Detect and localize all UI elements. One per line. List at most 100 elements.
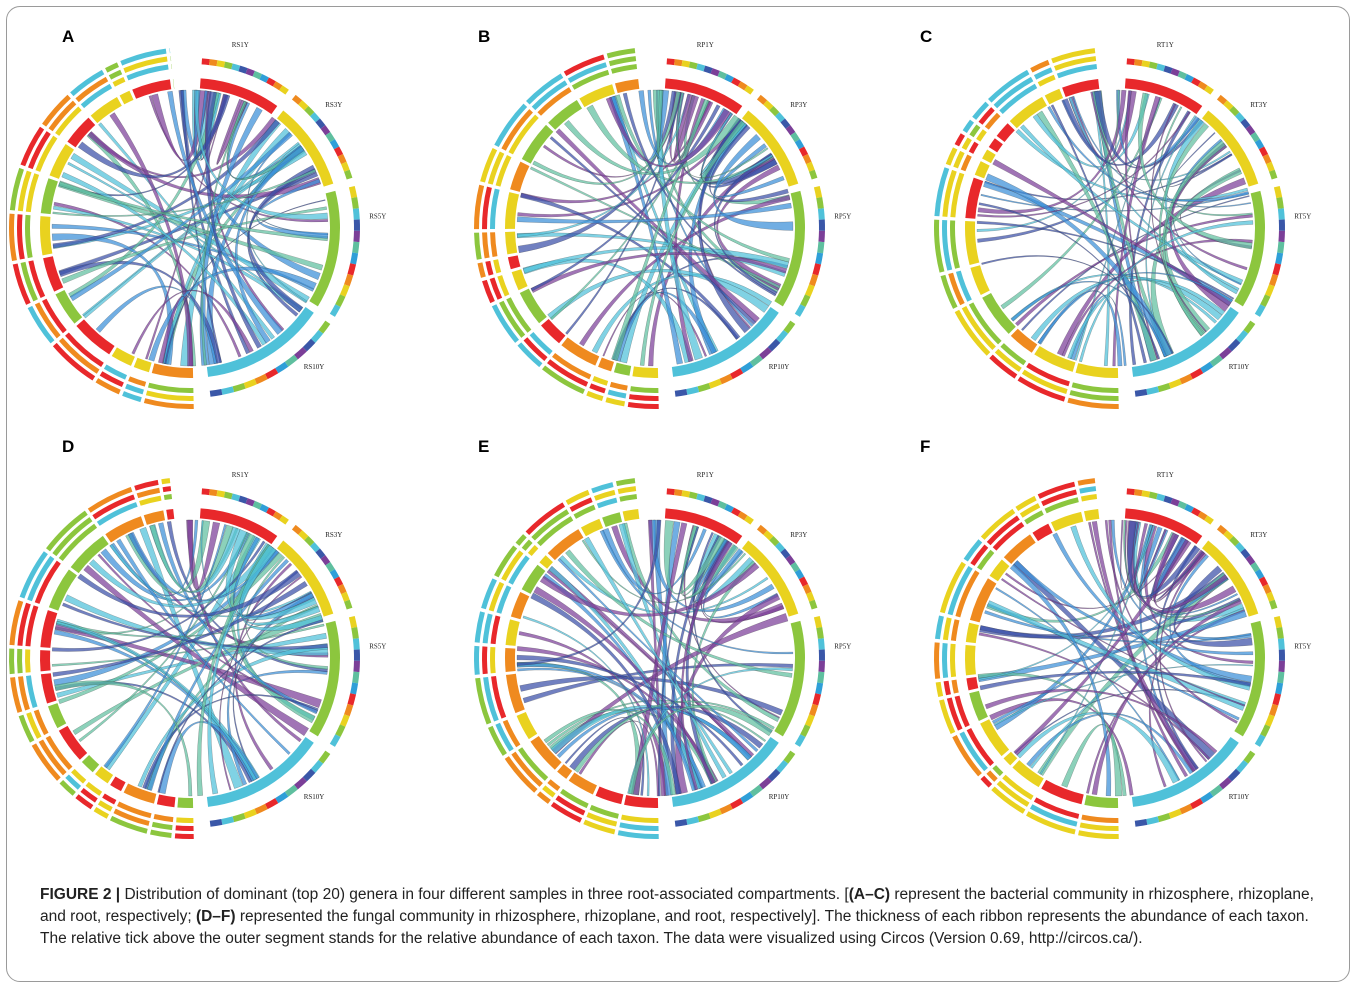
abundance-ring	[942, 643, 948, 678]
sample-label: RT1Y	[1157, 41, 1174, 49]
abundance-ring	[719, 804, 732, 814]
sample-label: RT5Y	[1294, 643, 1311, 651]
abundance-ring	[233, 813, 246, 822]
abundance-ring	[1169, 379, 1182, 389]
abundance-ring	[244, 809, 257, 819]
abundance-ring	[814, 616, 822, 628]
abundance-ring	[1134, 59, 1142, 66]
abundance-ring	[148, 383, 193, 393]
sample-label: RT3Y	[1250, 101, 1267, 109]
abundance-ring	[818, 231, 825, 242]
abundance-ring	[674, 59, 682, 66]
abundance-ring	[340, 284, 350, 297]
abundance-ring	[493, 259, 501, 273]
abundance-ring	[818, 208, 825, 220]
abundance-ring	[592, 376, 608, 386]
abundance-ring	[819, 220, 825, 231]
abundance-ring	[113, 77, 126, 87]
abundance-ring	[202, 488, 210, 495]
abundance-ring	[105, 62, 119, 72]
abundance-ring	[611, 64, 637, 74]
page: ARS1YRS3YRS5YRS10YBRP1YRP3YRP5YRP10YCRT1…	[0, 0, 1358, 990]
abundance-ring	[254, 374, 267, 384]
genus-segment	[969, 691, 988, 721]
abundance-ring	[202, 58, 210, 65]
genus-segment	[144, 510, 165, 524]
abundance-ring	[686, 386, 699, 395]
genus-segment	[50, 144, 74, 179]
abundance-ring	[608, 390, 627, 399]
sample-label: RT10Y	[1229, 363, 1250, 371]
abundance-ring	[254, 804, 267, 814]
abundance-ring	[1275, 253, 1283, 265]
abundance-ring	[589, 383, 605, 393]
abundance-ring	[1146, 816, 1159, 825]
abundance-ring	[490, 647, 496, 673]
abundance-ring	[1079, 486, 1096, 494]
abundance-ring	[1127, 488, 1135, 495]
figure: ARS1YRS3YRS5YRS10YBRP1YRP3YRP5YRP10YCRT1…	[0, 0, 1358, 880]
abundance-ring	[490, 232, 497, 257]
abundance-ring	[1279, 220, 1285, 231]
abundance-ring	[46, 511, 88, 552]
genus-segment	[517, 712, 538, 739]
abundance-ring	[1265, 714, 1275, 727]
abundance-ring	[175, 833, 194, 839]
abundance-ring	[689, 62, 698, 70]
abundance-ring	[217, 490, 226, 497]
circos-plot	[474, 478, 825, 839]
abundance-ring	[175, 825, 193, 831]
abundance-ring	[354, 650, 360, 661]
abundance-ring	[936, 682, 943, 697]
abundance-ring	[154, 814, 174, 822]
abundance-ring	[1158, 383, 1171, 392]
genus-segment	[1034, 346, 1075, 372]
abundance-ring	[817, 672, 824, 684]
sample-segment	[742, 541, 798, 617]
abundance-ring	[354, 220, 360, 231]
abundance-ring	[161, 478, 170, 484]
abundance-ring	[815, 253, 823, 265]
abundance-ring	[1269, 274, 1278, 286]
genus-segment	[539, 555, 553, 568]
abundance-ring	[682, 60, 691, 67]
abundance-ring	[950, 220, 960, 268]
abundance-ring	[616, 478, 635, 486]
abundance-ring	[628, 402, 659, 409]
sample-label: RP3Y	[790, 531, 807, 539]
genus-segment	[632, 366, 658, 378]
abundance-ring	[109, 70, 122, 80]
abundance-ring	[340, 714, 350, 727]
abundance-ring	[25, 215, 33, 258]
abundance-ring	[352, 672, 359, 684]
sample-label: RS3Y	[325, 531, 342, 539]
caption: FIGURE 2 | Distribution of dominant (top…	[40, 884, 1330, 950]
caption-bold: (A–C)	[849, 886, 890, 903]
circos-plot	[934, 478, 1285, 839]
abundance-ring	[353, 231, 360, 242]
abundance-ring	[171, 64, 172, 69]
panel-letter: B	[478, 27, 490, 46]
ribbon	[1051, 105, 1147, 363]
genus-segment	[1011, 329, 1037, 353]
abundance-ring	[474, 233, 482, 260]
abundance-ring	[9, 214, 17, 261]
abundance-ring	[619, 494, 637, 502]
genus-segment	[173, 79, 174, 89]
abundance-ring	[522, 540, 533, 551]
genus-segment	[166, 509, 174, 520]
genus-segment	[511, 592, 529, 619]
abundance-ring	[490, 189, 500, 229]
abundance-ring	[221, 386, 234, 395]
abundance-ring	[818, 638, 825, 650]
abundance-ring	[1276, 197, 1284, 209]
genus-segment	[624, 795, 658, 808]
abundance-ring	[689, 492, 698, 500]
abundance-ring	[53, 343, 95, 381]
abundance-ring	[164, 494, 172, 500]
abundance-ring	[818, 661, 825, 672]
abundance-ring	[1146, 386, 1159, 395]
genus-segment	[508, 255, 521, 269]
genus-segment	[598, 358, 614, 372]
abundance-ring	[163, 486, 172, 492]
